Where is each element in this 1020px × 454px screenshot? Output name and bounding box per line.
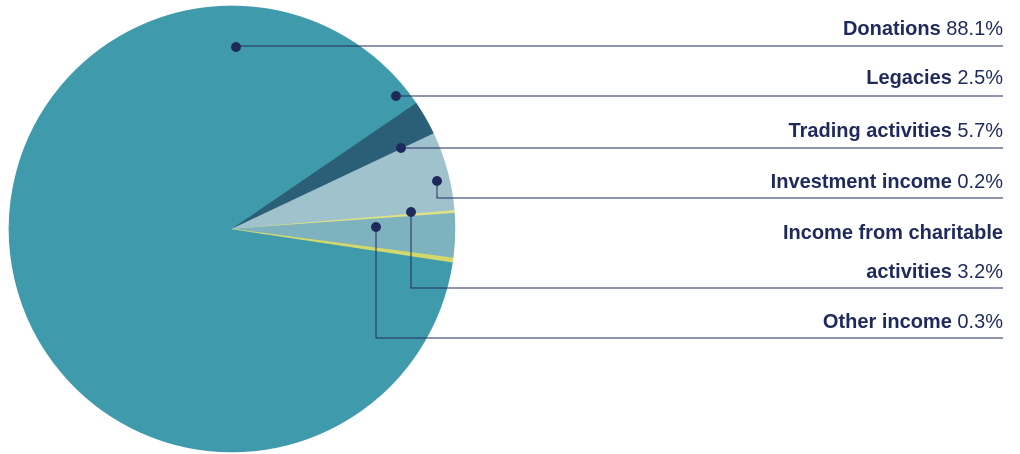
pie-slices <box>8 5 456 453</box>
pie-slice-donations <box>8 5 453 453</box>
slice-label-other-income: Other income 0.3% <box>823 311 1003 333</box>
slice-label-income-from-charitable-activities-line-2: activities 3.2% <box>866 261 1003 283</box>
leader-line-income-from-charitable-activities <box>410 212 1003 289</box>
leader-dot-trading-activities <box>396 143 406 153</box>
leader-dot-investment-income <box>432 176 442 186</box>
slice-label-value: 88.1% <box>941 18 1003 40</box>
leader-dot-income-from-charitable-activities <box>406 207 416 217</box>
slice-label-name: activities <box>866 261 952 283</box>
slice-label-name: Trading activities <box>788 120 951 142</box>
slice-label-name: Donations <box>843 18 941 40</box>
slice-label-name: Legacies <box>866 67 952 89</box>
leader-dot-other-income <box>371 222 381 232</box>
slice-labels: Donations 88.1% Legacies 2.5% Trading acti… <box>771 18 1004 333</box>
leader-line-other-income <box>375 227 1003 339</box>
slice-label-legacies: Legacies 2.5% <box>866 67 1003 89</box>
slice-label-donations: Donations 88.1% <box>843 18 1003 40</box>
slice-label-trading-activities: Trading activities 5.7% <box>788 120 1003 142</box>
leader-lines <box>231 42 1003 339</box>
slice-label-income-from-charitable-activities-line-1: Income from charitable <box>783 222 1003 244</box>
slice-label-name: Income from charitable <box>783 222 1003 244</box>
pie-slice-other-income <box>231 228 454 263</box>
slice-label-name: Investment income <box>771 171 952 193</box>
leader-dot-legacies <box>391 91 401 101</box>
slice-label-value: 2.5% <box>952 67 1003 89</box>
slice-label-value: 3.2% <box>952 261 1003 283</box>
slice-label-name: Other income <box>823 311 952 333</box>
slice-label-value: 0.3% <box>952 311 1003 333</box>
leader-line-investment-income <box>436 181 1003 199</box>
slice-label-value: 0.2% <box>952 171 1003 193</box>
slice-label-investment-income: Investment income 0.2% <box>771 171 1004 193</box>
leader-dot-donations <box>231 42 241 52</box>
slice-label-value: 5.7% <box>952 120 1003 142</box>
